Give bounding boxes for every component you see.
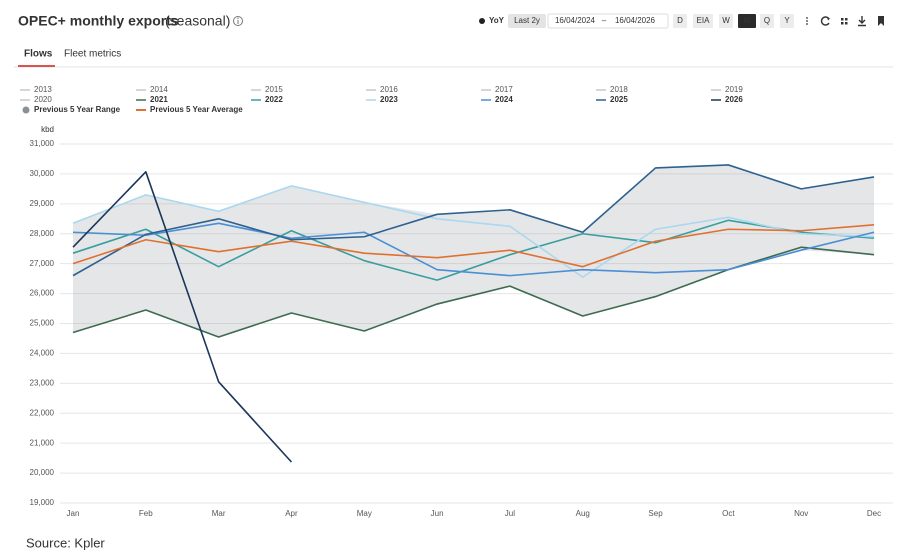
period-button[interactable]: W xyxy=(722,16,730,25)
legend-label: 2022 xyxy=(265,95,283,104)
y-tick-label: 24,000 xyxy=(30,349,55,358)
yoy-toggle[interactable]: YoY xyxy=(489,16,505,25)
x-tick-label: Mar xyxy=(212,509,226,518)
legend-label: Previous 5 Year Range xyxy=(34,105,121,114)
legend-label: 2025 xyxy=(610,95,628,104)
y-tick-label: 28,000 xyxy=(30,229,55,238)
series-line xyxy=(72,185,875,278)
legend-label: 2015 xyxy=(265,85,283,94)
period-button[interactable]: M xyxy=(744,16,751,25)
tab[interactable]: Flows xyxy=(24,49,53,60)
legend-swatch xyxy=(22,106,30,114)
date-to[interactable]: 16/04/2026 xyxy=(615,16,656,25)
y-tick-label: 21,000 xyxy=(30,438,55,447)
legend-label: 2020 xyxy=(34,95,52,104)
x-tick-label: May xyxy=(357,509,372,518)
y-tick-label: 25,000 xyxy=(30,319,55,328)
toolbar-icons xyxy=(806,16,884,27)
yoy-dot xyxy=(479,18,485,24)
legend-label: 2013 xyxy=(34,85,52,94)
period-button-bg xyxy=(693,14,713,28)
period-button[interactable]: Q xyxy=(764,16,770,25)
legend-label: 2018 xyxy=(610,85,628,94)
y-tick-label: 31,000 xyxy=(30,139,55,148)
legend-label: 2024 xyxy=(495,95,513,104)
refresh-icon[interactable] xyxy=(820,16,830,26)
x-tick-label: Apr xyxy=(285,509,298,518)
date-from[interactable]: 16/04/2024 xyxy=(555,16,596,25)
x-tick-label: Jan xyxy=(67,509,80,518)
period-button-bg xyxy=(719,14,733,28)
legend-label: 2023 xyxy=(380,95,398,104)
tabs: Flows Fleet metrics xyxy=(18,49,121,67)
title: OPEC+ monthly exports xyxy=(18,13,179,29)
plot: 19,000 20,000 21,000 22,000 23,000 24,000 25,0… xyxy=(30,139,893,518)
average-line xyxy=(72,223,875,268)
subtitle: (seasonal) xyxy=(165,13,230,29)
x-tick-label: Aug xyxy=(576,509,590,518)
period-button[interactable]: D xyxy=(677,16,683,25)
more-icon[interactable] xyxy=(806,17,808,25)
source: Source: Kpler xyxy=(26,535,105,550)
legend-label: 2021 xyxy=(150,95,168,104)
x-tick-label: Jul xyxy=(505,509,515,518)
legend-label: 2026 xyxy=(725,95,743,104)
date-separator: – xyxy=(602,16,607,25)
series-line xyxy=(72,219,875,281)
x-tick-label: Feb xyxy=(139,509,153,518)
bookmark-icon[interactable] xyxy=(878,16,884,26)
series-line xyxy=(72,164,875,277)
legend-label: Previous 5 Year Average xyxy=(150,105,243,114)
legend: 2013 2014 2015 2016 2017 2018 2019 2020 2021 2022… xyxy=(20,85,743,114)
download-icon[interactable] xyxy=(858,16,866,27)
range-area xyxy=(73,164,874,337)
y-axis-label: kbd xyxy=(41,125,54,134)
legend-label: 2019 xyxy=(725,85,743,94)
info-icon[interactable] xyxy=(233,16,243,26)
x-tick-label: Oct xyxy=(722,509,735,518)
y-tick-label: 26,000 xyxy=(30,289,55,298)
legend-label: 2017 xyxy=(495,85,513,94)
x-tick-label: Sep xyxy=(648,509,663,518)
grid-icon[interactable] xyxy=(841,18,848,25)
range-button[interactable]: Last 2y xyxy=(514,16,540,25)
period-button-bg xyxy=(760,14,774,28)
x-tick-label: Jun xyxy=(431,509,444,518)
y-tick-label: 22,000 xyxy=(30,408,55,417)
series-line xyxy=(72,222,875,277)
x-tick-label: Dec xyxy=(867,509,881,518)
y-tick-label: 20,000 xyxy=(30,468,55,477)
period-button-bg xyxy=(780,14,794,28)
series-line xyxy=(72,171,293,463)
y-tick-label: 27,000 xyxy=(30,259,55,268)
period-button[interactable]: Y xyxy=(784,16,790,25)
period-button-bg xyxy=(738,14,756,28)
period-button[interactable]: EIA xyxy=(697,16,711,25)
period-button-bg xyxy=(673,14,687,28)
toolbar: YoY Last 2y 16/04/2024 – 16/04/2026 D EIA… xyxy=(479,13,794,29)
legend-label: 2014 xyxy=(150,85,168,94)
range-button-bg xyxy=(508,14,546,28)
y-tick-label: 23,000 xyxy=(30,378,55,387)
x-tick-label: Nov xyxy=(794,509,808,518)
y-tick-label: 19,000 xyxy=(30,498,55,507)
legend-label: 2016 xyxy=(380,85,398,94)
date-box[interactable] xyxy=(547,13,669,29)
tab[interactable]: Fleet metrics xyxy=(64,49,121,60)
y-tick-label: 30,000 xyxy=(30,169,55,178)
tab-underline xyxy=(18,65,55,67)
y-tick-label: 29,000 xyxy=(30,199,55,208)
